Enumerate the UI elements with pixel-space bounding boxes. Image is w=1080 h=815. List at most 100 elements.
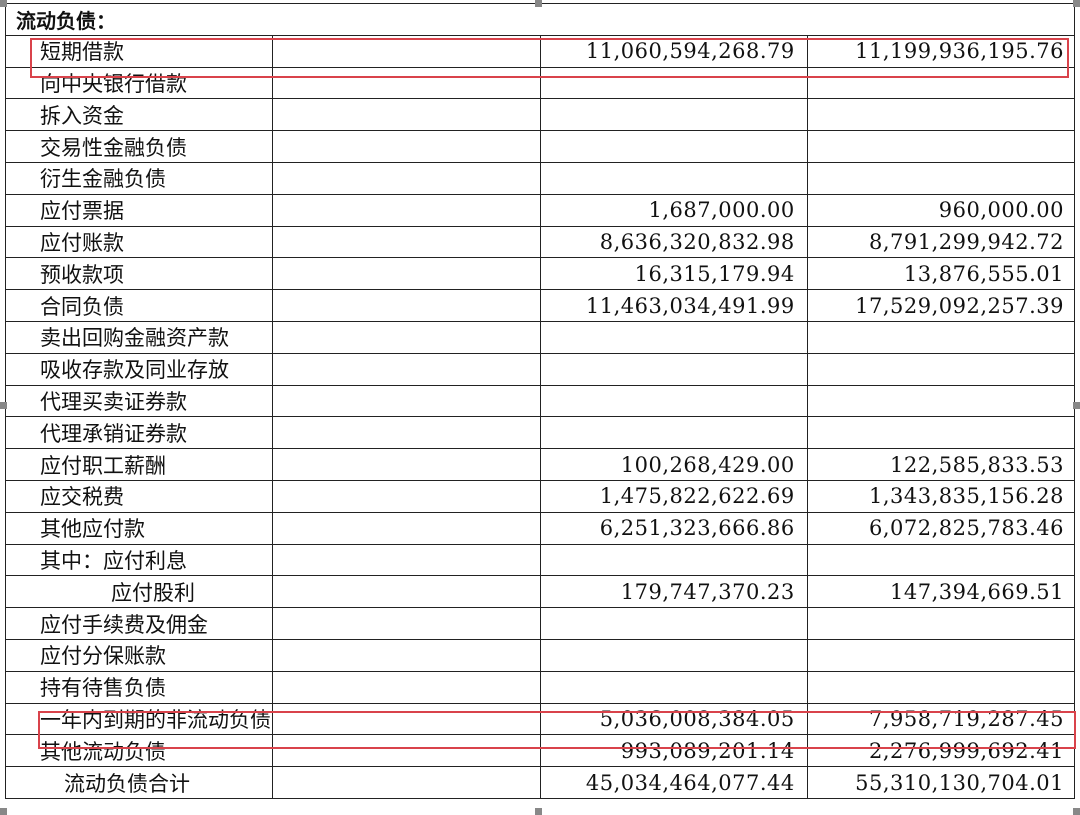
resize-handle[interactable] bbox=[0, 808, 7, 815]
note-cell bbox=[272, 225, 541, 259]
prior-period-value bbox=[806, 130, 1076, 163]
row-label: 预收款项 bbox=[4, 257, 274, 291]
current-period-value: 5,036,008,384.05 bbox=[539, 702, 808, 736]
resize-handle[interactable] bbox=[1073, 808, 1080, 815]
row-label: 一年内到期的非流动负债 bbox=[4, 702, 274, 736]
prior-period-value: 2,276,999,692.41 bbox=[806, 734, 1076, 768]
balance-sheet-table: 流动负债： 短期借款 11,060,594,268.79 11,199,936,19… bbox=[4, 3, 1076, 799]
current-period-value bbox=[539, 98, 808, 132]
prior-period-value: 8,791,299,942.72 bbox=[806, 225, 1076, 259]
row-label: 其他应付款 bbox=[4, 511, 274, 545]
prior-period-value: 6,072,825,783.46 bbox=[806, 511, 1076, 545]
table-row: 持有待售负债 bbox=[4, 670, 1076, 704]
prior-period-value: 960,000.00 bbox=[806, 193, 1076, 227]
row-label: 衍生金融负债 bbox=[4, 161, 274, 195]
current-period-value bbox=[539, 66, 808, 100]
current-period-value: 11,463,034,491.99 bbox=[539, 289, 808, 322]
current-period-value bbox=[539, 130, 808, 163]
current-period-value bbox=[539, 607, 808, 640]
prior-period-value: 1,343,835,156.28 bbox=[806, 479, 1076, 513]
current-period-value: 179,747,370.23 bbox=[539, 575, 808, 609]
current-period-value bbox=[539, 670, 808, 704]
table-row: 吸收存款及同业存放 bbox=[4, 352, 1076, 386]
note-cell bbox=[272, 34, 541, 68]
table-row: 其中：应付利息 bbox=[4, 543, 1076, 577]
current-period-value bbox=[539, 638, 808, 672]
table-row: 应付职工薪酬 100,268,429.00 122,585,833.53 bbox=[4, 448, 1076, 481]
table-row: 短期借款 11,060,594,268.79 11,199,936,195.76 bbox=[4, 34, 1076, 68]
table-row: 其他应付款 6,251,323,666.86 6,072,825,783.46 bbox=[4, 511, 1076, 545]
row-label: 应付账款 bbox=[4, 225, 274, 259]
table-row: 预收款项 16,315,179.94 13,876,555.01 bbox=[4, 257, 1076, 291]
row-label: 交易性金融负债 bbox=[4, 130, 274, 163]
row-label: 应付股利 bbox=[4, 575, 274, 609]
table-row: 应付分保账款 bbox=[4, 638, 1076, 672]
note-cell bbox=[272, 543, 541, 577]
resize-handle[interactable] bbox=[1073, 0, 1080, 7]
row-label: 吸收存款及同业存放 bbox=[4, 352, 274, 386]
table-row: 其他流动负债 993,089,201.14 2,276,999,692.41 bbox=[4, 734, 1076, 768]
table-row: 应付手续费及佣金 bbox=[4, 607, 1076, 640]
current-period-value: 993,089,201.14 bbox=[539, 734, 808, 768]
note-cell bbox=[272, 448, 541, 481]
prior-period-value bbox=[806, 161, 1076, 195]
row-label: 合同负债 bbox=[4, 289, 274, 322]
note-cell bbox=[272, 98, 541, 132]
note-cell bbox=[272, 766, 541, 799]
current-period-value: 1,475,822,622.69 bbox=[539, 479, 808, 513]
prior-period-value: 147,394,669.51 bbox=[806, 575, 1076, 609]
table-row: 应付票据 1,687,000.00 960,000.00 bbox=[4, 193, 1076, 227]
prior-period-value bbox=[806, 638, 1076, 672]
current-period-value bbox=[539, 352, 808, 386]
table-row: 交易性金融负债 bbox=[4, 130, 1076, 163]
prior-period-value: 17,529,092,257.39 bbox=[806, 289, 1076, 322]
note-cell bbox=[272, 702, 541, 736]
row-label: 应付票据 bbox=[4, 193, 274, 227]
prior-period-value bbox=[806, 607, 1076, 640]
prior-period-value bbox=[806, 670, 1076, 704]
prior-period-value bbox=[806, 98, 1076, 132]
table-row: 应付账款 8,636,320,832.98 8,791,299,942.72 bbox=[4, 225, 1076, 259]
row-label: 应付手续费及佣金 bbox=[4, 607, 274, 640]
note-cell bbox=[272, 66, 541, 100]
current-period-value: 6,251,323,666.86 bbox=[539, 511, 808, 545]
row-label: 持有待售负债 bbox=[4, 670, 274, 704]
table-row: 应交税费 1,475,822,622.69 1,343,835,156.28 bbox=[4, 479, 1076, 513]
row-label: 代理买卖证券款 bbox=[4, 384, 274, 418]
prior-period-value: 122,585,833.53 bbox=[806, 448, 1076, 481]
note-cell bbox=[272, 575, 541, 609]
note-cell bbox=[272, 479, 541, 513]
note-cell bbox=[272, 670, 541, 704]
prior-period-value bbox=[806, 543, 1076, 577]
table-row: 衍生金融负债 bbox=[4, 161, 1076, 195]
note-cell bbox=[272, 130, 541, 163]
row-label: 向中央银行借款 bbox=[4, 66, 274, 100]
table-row: 流动负债合计 45,034,464,077.44 55,310,130,704.01 bbox=[4, 766, 1076, 799]
current-period-value: 8,636,320,832.98 bbox=[539, 225, 808, 259]
note-cell bbox=[272, 289, 541, 322]
current-period-value: 16,315,179.94 bbox=[539, 257, 808, 291]
resize-handle[interactable] bbox=[535, 808, 542, 815]
table-row: 代理承销证券款 bbox=[4, 416, 1076, 450]
prior-period-value bbox=[806, 352, 1076, 386]
resize-handle[interactable] bbox=[535, 0, 542, 7]
note-cell bbox=[272, 734, 541, 768]
table-row: 合同负债 11,463,034,491.99 17,529,092,257.39 bbox=[4, 289, 1076, 322]
table-row: 向中央银行借款 bbox=[4, 66, 1076, 100]
current-period-value: 100,268,429.00 bbox=[539, 448, 808, 481]
current-period-value: 45,034,464,077.44 bbox=[539, 766, 808, 799]
resize-handle[interactable] bbox=[0, 402, 7, 409]
current-period-value: 11,060,594,268.79 bbox=[539, 34, 808, 68]
row-label: 卖出回购金融资产款 bbox=[4, 320, 274, 354]
section-title: 流动负债： bbox=[5, 3, 1075, 36]
resize-handle[interactable] bbox=[1073, 402, 1080, 409]
prior-period-value: 7,958,719,287.45 bbox=[806, 702, 1076, 736]
resize-handle[interactable] bbox=[0, 0, 7, 7]
table-row: 拆入资金 bbox=[4, 98, 1076, 132]
row-label: 应交税费 bbox=[4, 479, 274, 513]
prior-period-value bbox=[806, 384, 1076, 418]
note-cell bbox=[272, 607, 541, 640]
row-label: 应付职工薪酬 bbox=[4, 448, 274, 481]
current-period-value bbox=[539, 320, 808, 354]
section-header-row: 流动负债： bbox=[5, 3, 1075, 36]
